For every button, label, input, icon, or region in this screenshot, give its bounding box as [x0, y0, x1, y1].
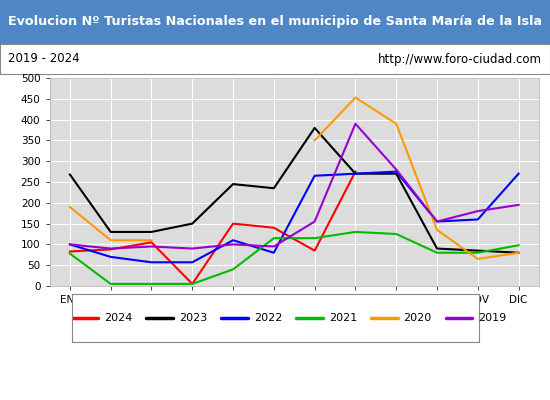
2020 — [148, 238, 155, 243]
2021 — [67, 251, 73, 256]
2024 — [67, 249, 73, 254]
2021 — [271, 236, 277, 240]
2024 — [311, 248, 318, 253]
2019 — [515, 202, 522, 207]
2019 — [311, 219, 318, 224]
2023 — [67, 172, 73, 177]
2019 — [271, 244, 277, 249]
Text: 2023: 2023 — [179, 313, 207, 323]
2024 — [189, 282, 196, 286]
2020 — [67, 204, 73, 209]
2023 — [352, 171, 359, 176]
2019 — [230, 242, 236, 247]
2021 — [148, 282, 155, 286]
Text: 2021: 2021 — [329, 313, 357, 323]
2021 — [230, 267, 236, 272]
2024 — [352, 169, 359, 174]
2024 — [230, 221, 236, 226]
2021 — [475, 250, 481, 255]
2019 — [475, 209, 481, 214]
2022 — [475, 217, 481, 222]
Line: 2022: 2022 — [70, 172, 519, 262]
2021 — [107, 282, 114, 286]
2022 — [352, 171, 359, 176]
2020 — [107, 238, 114, 243]
Text: Evolucion Nº Turistas Nacionales en el municipio de Santa María de la Isla: Evolucion Nº Turistas Nacionales en el m… — [8, 16, 542, 28]
2023 — [107, 230, 114, 234]
2023 — [189, 221, 196, 226]
2022 — [311, 173, 318, 178]
2023 — [148, 230, 155, 234]
2022 — [271, 250, 277, 255]
Line: 2019: 2019 — [70, 124, 519, 248]
2019 — [148, 244, 155, 249]
2022 — [67, 242, 73, 247]
2022 — [230, 238, 236, 243]
Text: http://www.foro-ciudad.com: http://www.foro-ciudad.com — [378, 52, 542, 66]
2022 — [107, 254, 114, 259]
Text: 2019 - 2024: 2019 - 2024 — [8, 52, 80, 66]
Line: 2020: 2020 — [70, 207, 151, 240]
2019 — [189, 246, 196, 251]
2024 — [148, 240, 155, 245]
Line: 2023: 2023 — [70, 128, 519, 253]
2022 — [189, 260, 196, 265]
2023 — [515, 250, 522, 255]
2019 — [67, 242, 73, 247]
2021 — [434, 250, 441, 255]
2022 — [515, 171, 522, 176]
2021 — [393, 232, 399, 236]
2023 — [230, 182, 236, 186]
2023 — [393, 171, 399, 176]
2024 — [271, 225, 277, 230]
2022 — [434, 219, 441, 224]
2021 — [189, 282, 196, 286]
Text: 2024: 2024 — [104, 313, 133, 323]
2019 — [393, 167, 399, 172]
Text: 2019: 2019 — [478, 313, 507, 323]
2019 — [434, 219, 441, 224]
2023 — [271, 186, 277, 191]
Text: 2020: 2020 — [404, 313, 432, 323]
2024 — [107, 247, 114, 252]
2021 — [515, 243, 522, 248]
2023 — [434, 246, 441, 251]
2022 — [393, 169, 399, 174]
2019 — [352, 121, 359, 126]
Line: 2024: 2024 — [70, 172, 355, 284]
2021 — [311, 236, 318, 240]
2022 — [148, 260, 155, 265]
Line: 2021: 2021 — [70, 232, 519, 284]
2023 — [311, 126, 318, 130]
2019 — [107, 246, 114, 251]
2021 — [352, 230, 359, 234]
Text: 2022: 2022 — [254, 313, 282, 323]
2023 — [475, 248, 481, 253]
